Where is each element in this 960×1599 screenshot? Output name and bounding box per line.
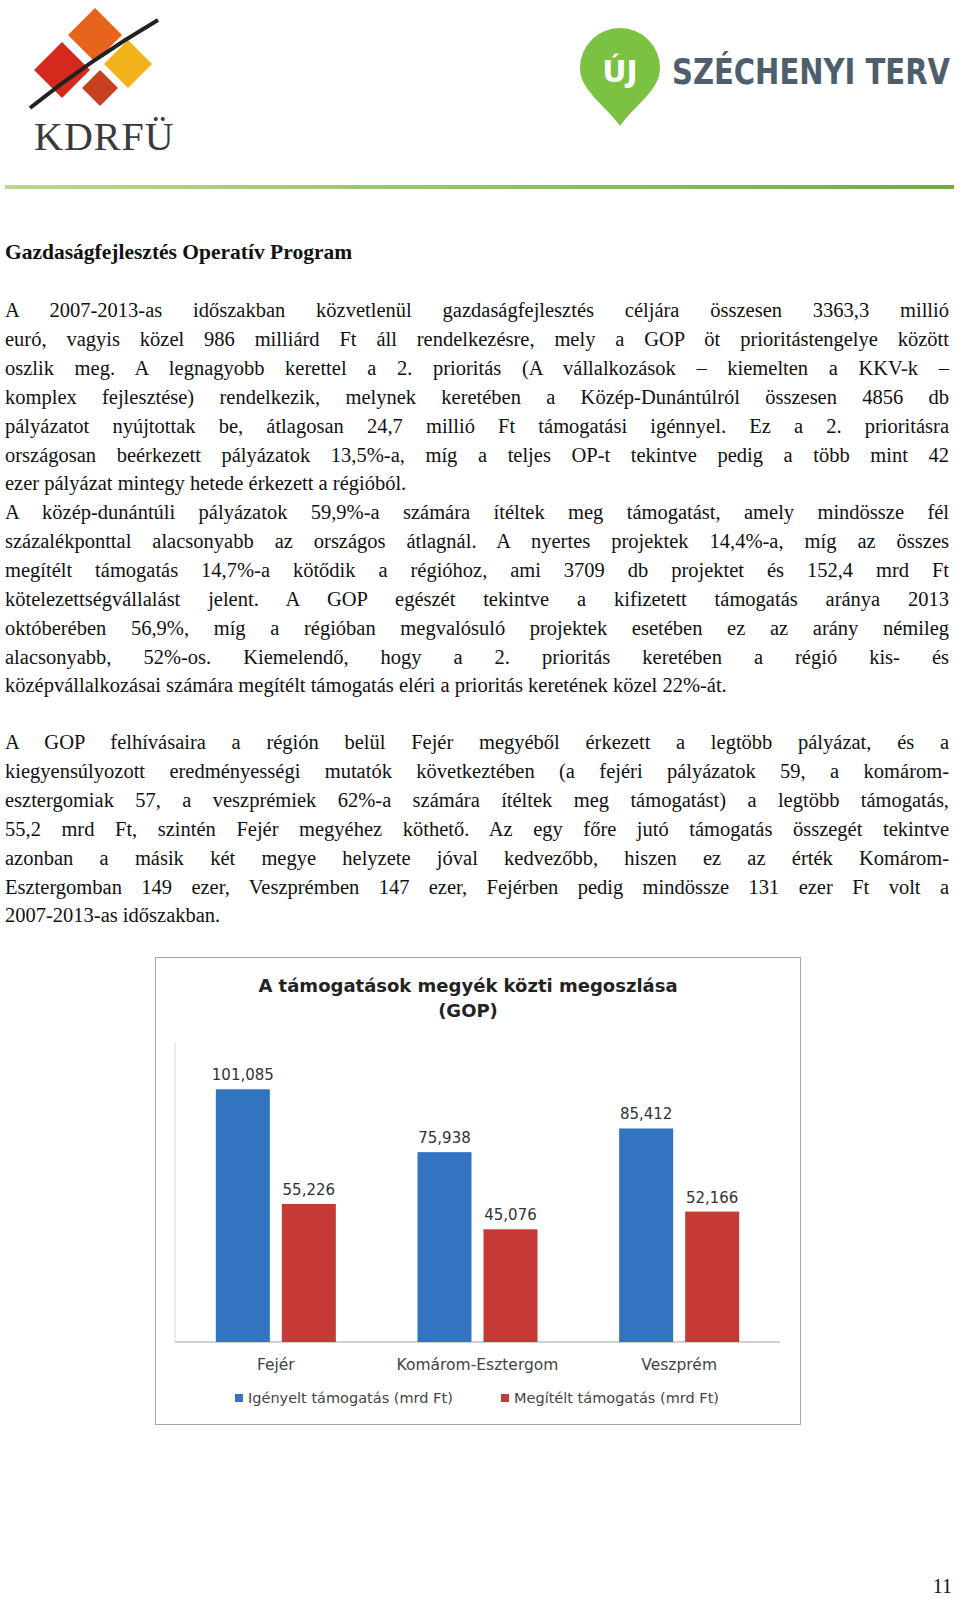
chart-frame xyxy=(156,958,801,1425)
text-line: oszlik meg. A legnagyobb kerettel a 2. p… xyxy=(5,355,949,381)
text-line: A GOP felhívásaira a régión belül Fejér … xyxy=(5,729,949,755)
legend: Igényelt támogatás (mrd Ft) Megítélt támo… xyxy=(235,1390,719,1406)
data-label: 75,938 xyxy=(418,1129,471,1147)
right-logo-text: SZÉCHENYI TERV xyxy=(672,51,950,92)
text-line: 2007-2013-as időszakban. xyxy=(5,902,949,928)
page-number: 11 xyxy=(933,1575,952,1598)
text-line: középvállalkozásai számára megítélt támo… xyxy=(5,672,949,698)
data-label: 55,226 xyxy=(283,1181,336,1199)
text-line: megítélt támogatás 14,7%-a kötődik a rég… xyxy=(5,557,949,583)
bar xyxy=(685,1212,739,1342)
text-line: kiegyensúlyozott eredményességi mutatók … xyxy=(5,758,949,784)
bar xyxy=(282,1204,336,1342)
text-line: ezer pályázat mintegy hetede érkezett a … xyxy=(5,470,949,496)
text-line: alacsonyabb, 52%-os. Kiemelendő, hogy a … xyxy=(5,644,949,670)
data-label: 45,076 xyxy=(484,1206,537,1224)
x-tick-label: Fejér xyxy=(257,1356,295,1374)
chart: A támogatások megyék közti megoszlása (GO… xyxy=(155,957,801,1425)
text-line: októberében 56,9%, míg a régióban megval… xyxy=(5,615,949,641)
chart-title: A támogatások megyék közti megoszlása xyxy=(258,975,677,996)
data-labels: 101,085 75,938 85,412 55,226 45,076 52,166 xyxy=(212,1066,739,1224)
bar xyxy=(619,1128,673,1342)
chart-subtitle: (GOP) xyxy=(438,1000,498,1021)
text-line: azonban a másik két megye helyzete jóval… xyxy=(5,845,949,871)
text-line: 55,2 mrd Ft, szintén Fejér megyéhez köth… xyxy=(5,816,949,842)
text-line: országosan beérkezett pályázatok 13,5%-a… xyxy=(5,442,949,468)
logo-shape xyxy=(68,8,122,62)
header: KDRFÜ ÚJ SZÉCHENYI TERV xyxy=(0,0,960,200)
header-rule xyxy=(5,185,954,189)
bar xyxy=(418,1152,472,1342)
legend-swatch xyxy=(235,1394,243,1402)
right-logo-emblem: ÚJ xyxy=(580,28,660,126)
data-label: 85,412 xyxy=(620,1105,673,1123)
y-axis-line xyxy=(175,1042,176,1342)
data-label: 101,085 xyxy=(212,1066,274,1084)
legend-label: Igényelt támogatás (mrd Ft) xyxy=(248,1390,453,1406)
data-label: 52,166 xyxy=(686,1189,739,1207)
text-line: A 2007-2013-as időszakban közvetlenül ga… xyxy=(5,297,949,323)
bar xyxy=(216,1089,270,1342)
text-line: A közép-dunántúli pályázatok 59,9%-a szá… xyxy=(5,499,949,525)
text-line: euró, vagyis közel 986 milliárd Ft áll r… xyxy=(5,326,949,352)
legend-swatch xyxy=(501,1394,509,1402)
logo-shape xyxy=(82,70,118,106)
text-line: esztergomiak 57, a veszprémiek 62%-a szá… xyxy=(5,787,949,813)
left-logo-emblem xyxy=(30,8,158,108)
text-line: kötelezettségvállalást jelent. A GOP egé… xyxy=(5,586,949,612)
text-line: Esztergomban 149 ezer, Veszprémben 147 e… xyxy=(5,874,949,900)
page: KDRFÜ ÚJ SZÉCHENYI TERV Gazdaságfejlesztés … xyxy=(0,0,960,1599)
text-line: százalékponttal alacsonyabb az országos … xyxy=(5,528,949,554)
x-tick-label: Komárom-Esztergom xyxy=(397,1356,559,1374)
text-line: pályázatot nyújtottak be, átlagosan 24,7… xyxy=(5,413,949,439)
text-line: komplex fejlesztése) rendelkezik, melyne… xyxy=(5,384,949,410)
bars xyxy=(216,1089,739,1342)
left-logo-text: KDRFÜ xyxy=(34,114,175,159)
right-logo-mark: ÚJ xyxy=(602,53,638,89)
logo-swoosh xyxy=(30,20,158,108)
logo-pin xyxy=(580,28,660,126)
bar xyxy=(484,1229,538,1342)
x-tick-label: Veszprém xyxy=(641,1356,717,1374)
title: Gazdaságfejlesztés Operatív Program xyxy=(5,240,352,265)
legend-label: Megítélt támogatás (mrd Ft) xyxy=(514,1390,719,1406)
